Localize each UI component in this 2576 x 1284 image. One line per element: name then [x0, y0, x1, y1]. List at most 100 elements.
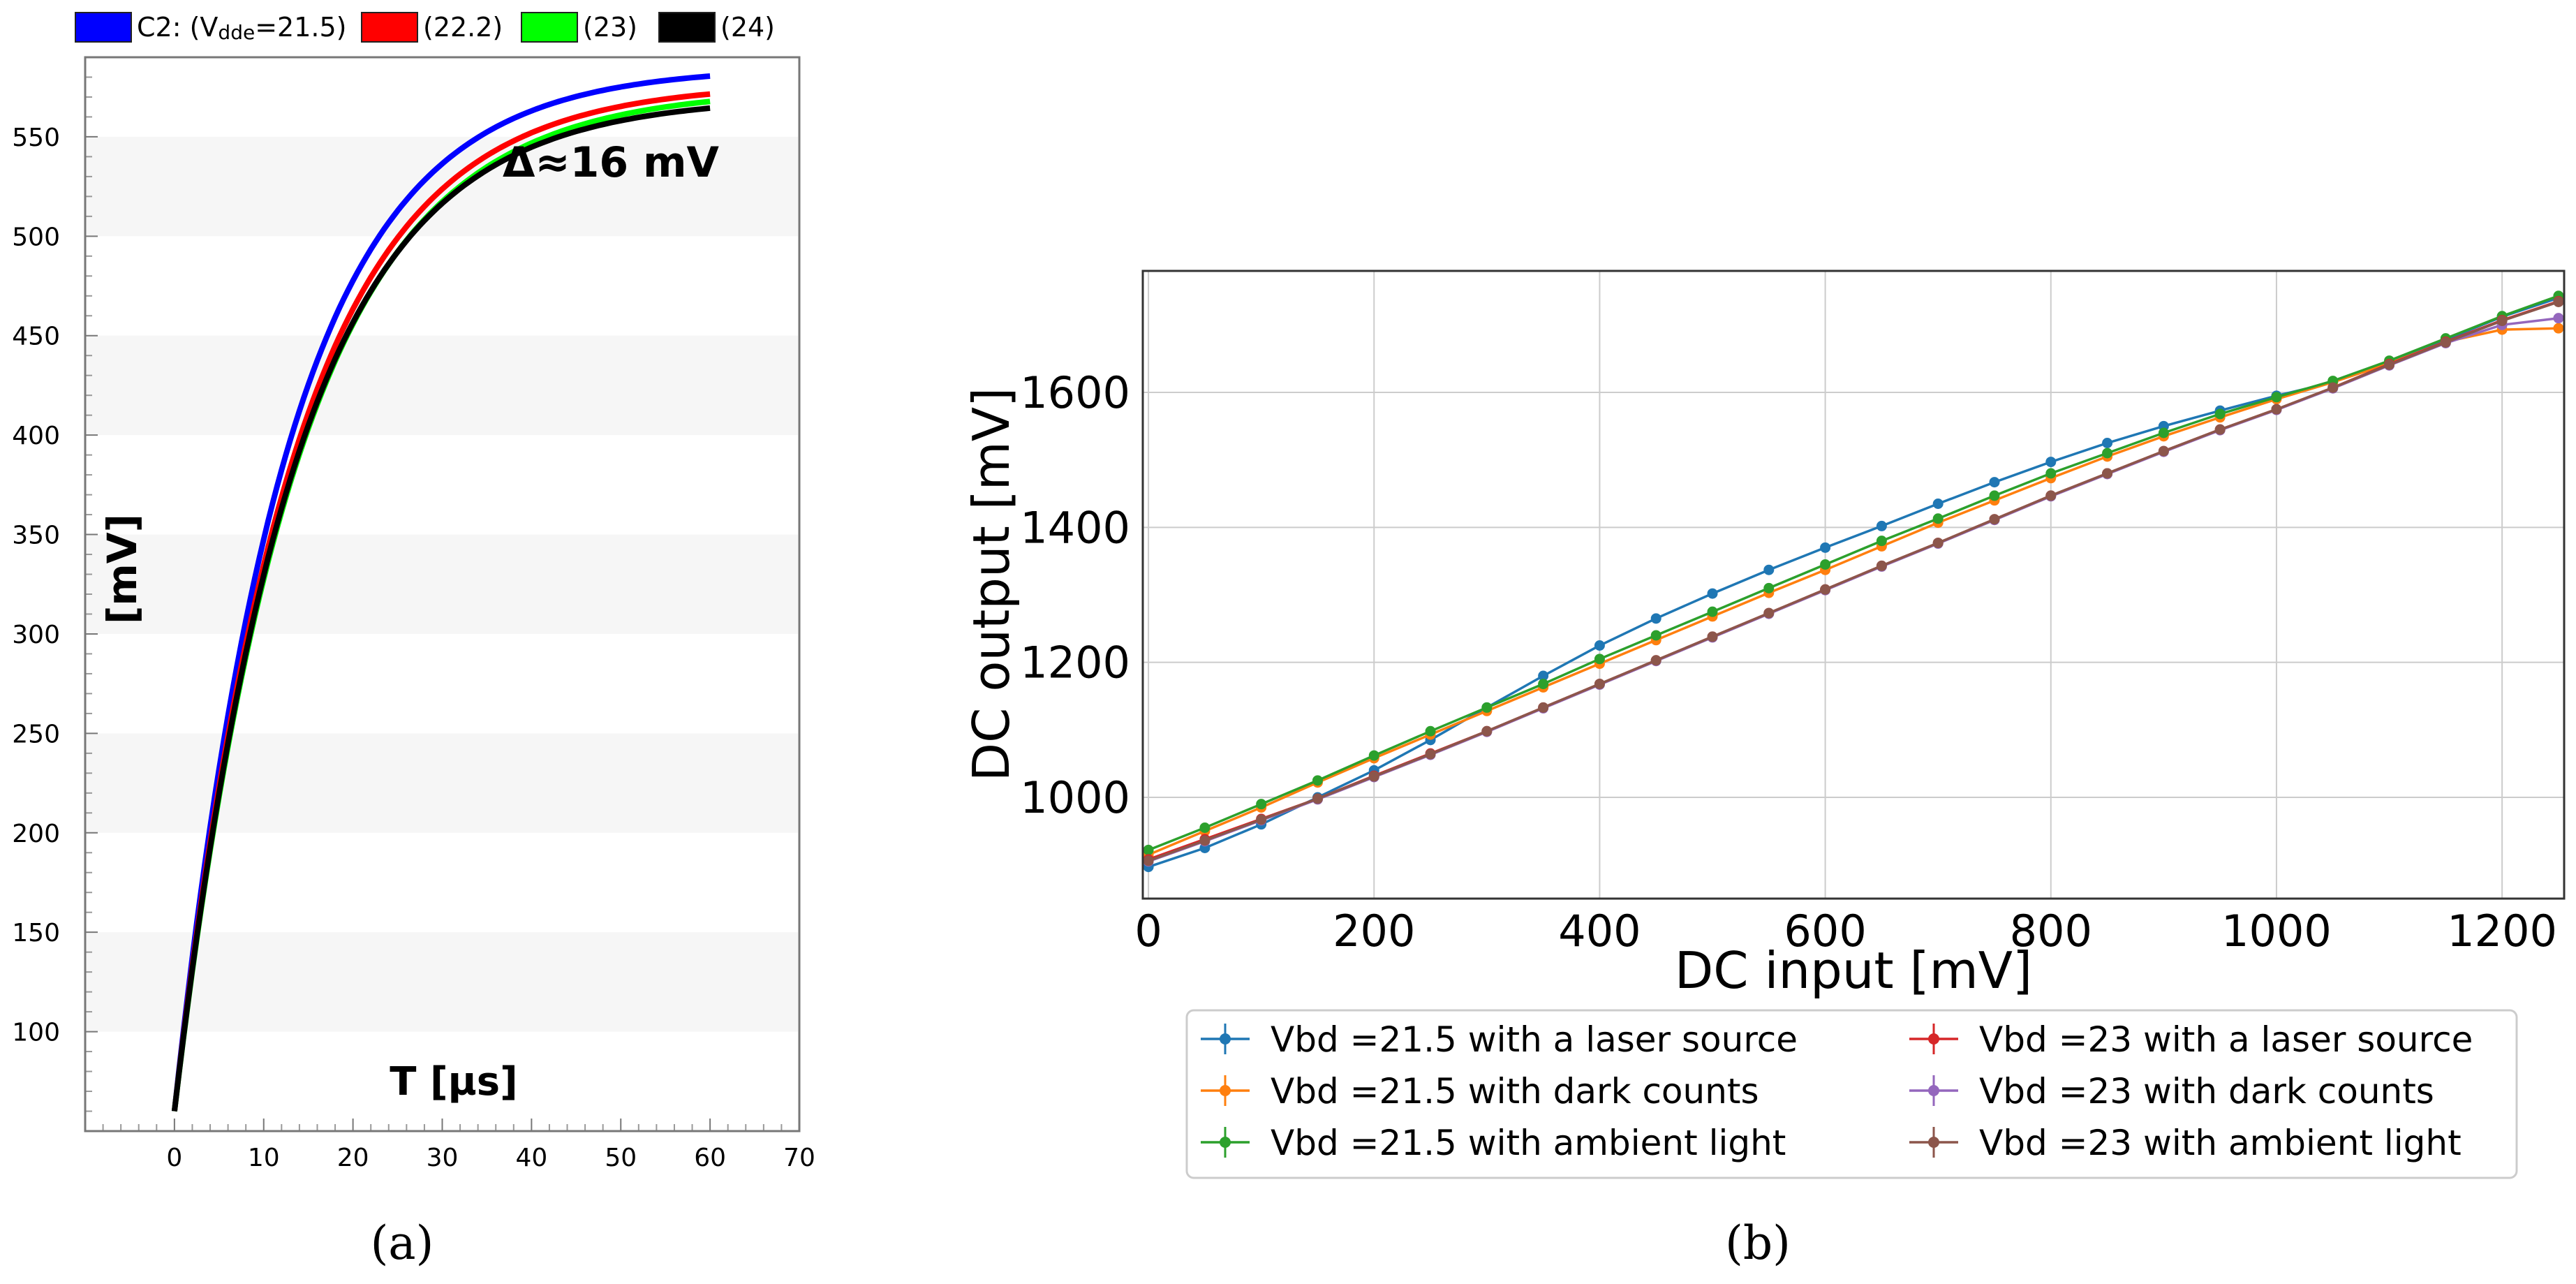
y-tick-label: 400 [12, 422, 60, 450]
data-point [1932, 499, 1944, 509]
data-point [1989, 477, 2000, 488]
y-tick-label: 1000 [1020, 772, 1130, 823]
legend-swatch [658, 12, 716, 43]
series-line [171, 105, 711, 1112]
data-point [1538, 702, 1549, 713]
data-point [2102, 468, 2113, 479]
data-point [1368, 771, 1379, 782]
data-point [2440, 337, 2451, 348]
data-point [1143, 855, 1154, 866]
legend-label: Vbd =23 with dark counts [1979, 1071, 2434, 1112]
series [1143, 290, 2564, 855]
panel-a-x-axis-label: T [µs] [390, 1059, 517, 1105]
legend-label: Vbd =23 with ambient light [1979, 1123, 2462, 1163]
data-point [2102, 448, 2113, 459]
data-point [2214, 408, 2226, 420]
data-point [2102, 438, 2113, 448]
x-tick-label: 50 [605, 1144, 637, 1172]
legend-label: Vbd =21.5 with dark counts [1271, 1071, 1759, 1112]
data-point [2553, 323, 2564, 334]
x-tick-label: 40 [515, 1144, 547, 1172]
panel-a: C2: (Vdde=21.5) (22.2) (23) (24) 1001502002… [12, 12, 815, 1172]
panel-a-legend: C2: (Vdde=21.5) (22.2) (23) (24) [75, 12, 775, 44]
series-line [1148, 300, 2559, 862]
legend-label: (22.2) [423, 12, 503, 43]
x-tick-label: 1000 [2221, 906, 2332, 957]
data-point [2327, 382, 2339, 393]
data-point [1143, 844, 1154, 855]
data-point [2271, 404, 2282, 415]
panel-b-grid [1143, 271, 2564, 899]
data-point [1199, 835, 1211, 846]
data-point [1932, 538, 1944, 549]
background-band [87, 932, 798, 1032]
series-line [1148, 327, 2559, 856]
x-tick-label: 30 [427, 1144, 459, 1172]
data-point [1256, 814, 1267, 825]
caption-a: (a) [371, 1216, 434, 1270]
background-band [87, 733, 798, 833]
legend-label: Vbd =21.5 with a laser source [1271, 1019, 1798, 1060]
panel-a-x-ticks: 0 10 20 30 40 50 60 70 [166, 1119, 815, 1172]
legend-label: Vbd =23 with a laser source [1979, 1019, 2473, 1060]
y-tick-label: 1400 [1020, 502, 1130, 553]
data-point [2045, 468, 2057, 479]
background-band [87, 335, 798, 436]
data-point [1763, 607, 1775, 619]
series-line [1148, 295, 2559, 852]
x-tick-label: 0 [1134, 906, 1162, 957]
y-tick-label: 200 [12, 820, 60, 848]
data-point [1425, 748, 1436, 760]
y-tick-label: 450 [12, 323, 60, 351]
x-tick-label: 400 [1558, 906, 1641, 957]
data-point [2045, 490, 2057, 501]
data-point [1820, 559, 1831, 570]
legend-swatch [75, 12, 132, 43]
panel-b-y-axis-label: DC output [mV] [962, 388, 1021, 782]
y-tick-label: 550 [12, 124, 60, 152]
x-tick-label: 60 [694, 1144, 726, 1172]
data-point [1989, 490, 2000, 501]
legend-swatch [521, 12, 578, 43]
legend-label: Vbd =21.5 with ambient light [1271, 1123, 1786, 1163]
panel-b-frame [1141, 270, 2566, 900]
data-point [1650, 630, 1661, 641]
x-tick-label: 0 [166, 1144, 182, 1172]
y-tick-label: 100 [12, 1019, 60, 1047]
panel-a-y-axis-label: [mV] [98, 514, 146, 624]
data-point [2158, 427, 2169, 438]
y-tick-label: 1200 [1020, 637, 1130, 688]
data-point [1707, 588, 1718, 599]
panel-b-y-ticks: 1000 1200 1400 1600 [1020, 367, 1130, 823]
legend-marker [1220, 1137, 1231, 1148]
data-point [1538, 670, 1549, 681]
data-point [1199, 822, 1211, 833]
data-point [1594, 654, 1605, 665]
x-tick-label: 10 [248, 1144, 280, 1172]
series-line [171, 73, 711, 1112]
data-point [1312, 793, 1323, 804]
data-point [1989, 514, 2000, 525]
data-point [1876, 520, 1887, 531]
data-point [1481, 725, 1493, 737]
x-tick-label: 800 [2010, 906, 2092, 957]
data-point [1707, 631, 1718, 642]
panel-b-x-axis-label: DC input [mV] [1675, 941, 2032, 1000]
y-tick-label: 350 [12, 522, 60, 550]
x-tick-label: 600 [1784, 906, 1866, 957]
x-tick-label: 70 [783, 1144, 815, 1172]
legend-label: (24) [720, 12, 775, 43]
panel-a-y-ticks: 100 150 200 250 300 350 400 450 500 550 [12, 124, 98, 1047]
data-point [1425, 725, 1436, 737]
data-point [1820, 584, 1831, 595]
legend-marker [1928, 1085, 1939, 1096]
x-tick-label: 200 [1333, 906, 1415, 957]
data-point [1368, 750, 1379, 761]
legend-label: C2: (Vdde=21.5) [137, 12, 346, 44]
data-point [1594, 640, 1605, 651]
data-point [1932, 513, 1944, 524]
data-point [1763, 582, 1775, 593]
panel-a-series [171, 73, 711, 1112]
caption-b: (b) [1725, 1216, 1791, 1270]
